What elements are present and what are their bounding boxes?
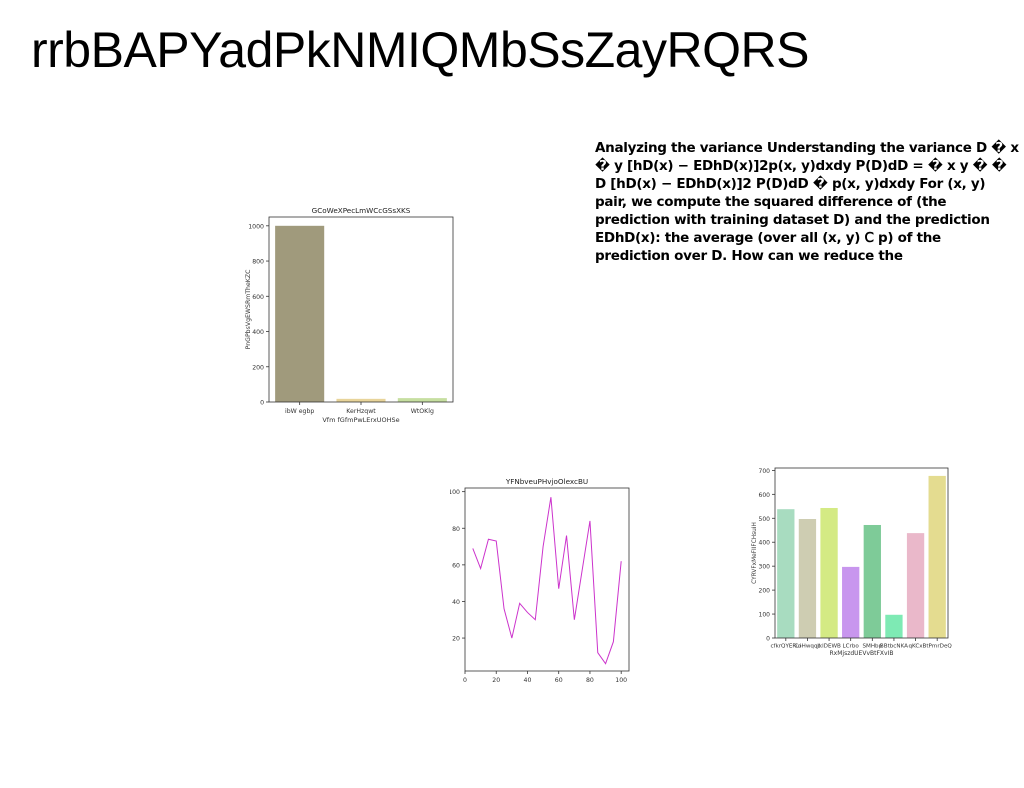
x-tick-label: CoHwqqc [794, 644, 820, 650]
x-axis-label: RxMjszdUEVvBtFXvIB [830, 650, 894, 657]
y-tick-label: 400 [759, 540, 771, 547]
y-tick-label: 0 [766, 636, 770, 643]
x-axis-label: Vfm fGfmPwLErxUOHSe [322, 416, 399, 424]
y-tick-label: 60 [452, 562, 460, 569]
bar [336, 398, 386, 402]
y-tick-label: 100 [759, 612, 771, 619]
bar-chart-1: 0 200 400 600 800 1000 ibW egbp KerHzqwt WtOKlg G… [245, 206, 454, 424]
y-axis-label: CYRVFxMeFIIFCHsuiH [752, 522, 758, 584]
bar [820, 507, 838, 638]
y-tick-label: 20 [452, 636, 460, 643]
bar [885, 614, 903, 638]
y-tick-label: 500 [759, 516, 771, 523]
y-tick-label: 1000 [248, 223, 264, 230]
y-tick-label: 600 [759, 492, 771, 499]
x-tick-label: cfkrQYERui [770, 644, 801, 650]
x-tick-label: qKCx [908, 644, 923, 650]
y-tick-label: 800 [252, 259, 264, 266]
bar-chart-2: 0 100 200 300 400 500 600 700 cfkrQYERuiCoHwqqcJ… [752, 467, 953, 657]
y-tick-label: 200 [759, 588, 771, 595]
y-tick-label: 100 [450, 489, 460, 496]
x-tick-label: 60 [555, 677, 563, 684]
y-tick-label: 40 [452, 599, 460, 606]
x-tick-label: ibW egbp [285, 408, 314, 415]
y-axis-label: PnGPbsVgEWSRmTheKZC [245, 270, 252, 350]
bar [777, 509, 795, 638]
x-tick-label: 100 [615, 677, 627, 684]
line-chart: 0 20 40 60 80 100 20 40 60 80 100 YFNbveuPHvjoOlexc… [450, 477, 630, 684]
x-tick-label: LCrbo [843, 644, 860, 650]
y-tick-label: 200 [252, 364, 264, 371]
plot-frame [774, 467, 949, 639]
bar [397, 398, 447, 402]
bar [798, 519, 817, 638]
chart-title: GCoWeXPecLmWCcGSsXKS [312, 206, 411, 215]
chart-title: YFNbveuPHvjoOlexcBU [505, 477, 588, 486]
x-tick-label: BBtbcNKA [880, 644, 908, 650]
x-tick-label: 40 [524, 677, 532, 684]
x-tick-label: KerHzqwt [346, 408, 376, 415]
y-tick-label: 0 [260, 400, 264, 407]
y-tick-label: 700 [759, 468, 771, 475]
y-tick-label: 600 [252, 294, 264, 301]
x-tick-label: SMHbp [862, 644, 882, 650]
y-tick-label: 80 [452, 526, 460, 533]
x-tick-label: 80 [586, 677, 594, 684]
series-line [472, 497, 622, 665]
x-tick-label: 0 [463, 677, 467, 684]
page-title: rrbBAPYadPkNMIQMbSsZayRQRS [31, 22, 809, 78]
plot-frame [464, 487, 630, 672]
x-tick-label: JklDEWB [816, 644, 841, 650]
x-tick-label: 20 [492, 677, 500, 684]
bar [906, 533, 925, 638]
bar [863, 524, 881, 638]
y-tick-label: 400 [252, 329, 264, 336]
y-tick-label: 300 [759, 564, 771, 571]
bar [928, 475, 946, 638]
bar [275, 225, 325, 402]
bar [842, 566, 860, 638]
x-tick-label: WtOKlg [411, 408, 434, 415]
x-tick-label: BtPmrDeQ [923, 644, 953, 650]
body-text: Analyzing the variance Understanding the… [595, 140, 1019, 264]
